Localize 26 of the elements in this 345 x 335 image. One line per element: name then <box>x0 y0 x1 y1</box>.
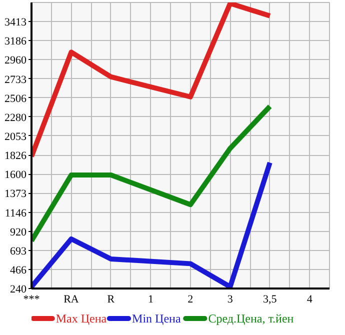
y-tick-label: 2960 <box>4 54 27 67</box>
y-tick-label: 693 <box>10 245 27 258</box>
x-tick-label: 1 <box>148 294 154 306</box>
x-tick-label: *** <box>23 294 40 306</box>
x-tick-label: R <box>107 294 116 306</box>
y-tick-label: 920 <box>10 226 27 238</box>
x-tick-label: 3,5 <box>263 294 278 306</box>
y-tick-label: 2053 <box>4 130 27 143</box>
legend-label: Сред.Цена, т.йен <box>208 312 294 326</box>
y-tick-label: 3413 <box>4 16 27 29</box>
y-tick-label: 1373 <box>4 188 27 200</box>
x-tick-label: RA <box>64 294 79 306</box>
y-tick-label: 2506 <box>4 92 27 105</box>
legend-label: Max Цена <box>56 312 108 326</box>
y-tick-label: 2280 <box>4 112 27 124</box>
x-tick-label: 4 <box>306 294 313 306</box>
y-tick-label: 2733 <box>4 74 27 86</box>
y-tick-label: 1826 <box>4 150 27 162</box>
y-tick-label: 1600 <box>4 169 27 182</box>
y-tick-label: 1146 <box>4 207 27 220</box>
x-tick-label: 2 <box>188 294 194 306</box>
x-tick-label: 3 <box>227 294 234 306</box>
y-tick-label: 240 <box>10 284 27 296</box>
y-tick-label: 466 <box>10 264 27 276</box>
legend-label: Min Цена <box>132 312 182 326</box>
y-tick-label: 3186 <box>4 36 27 48</box>
